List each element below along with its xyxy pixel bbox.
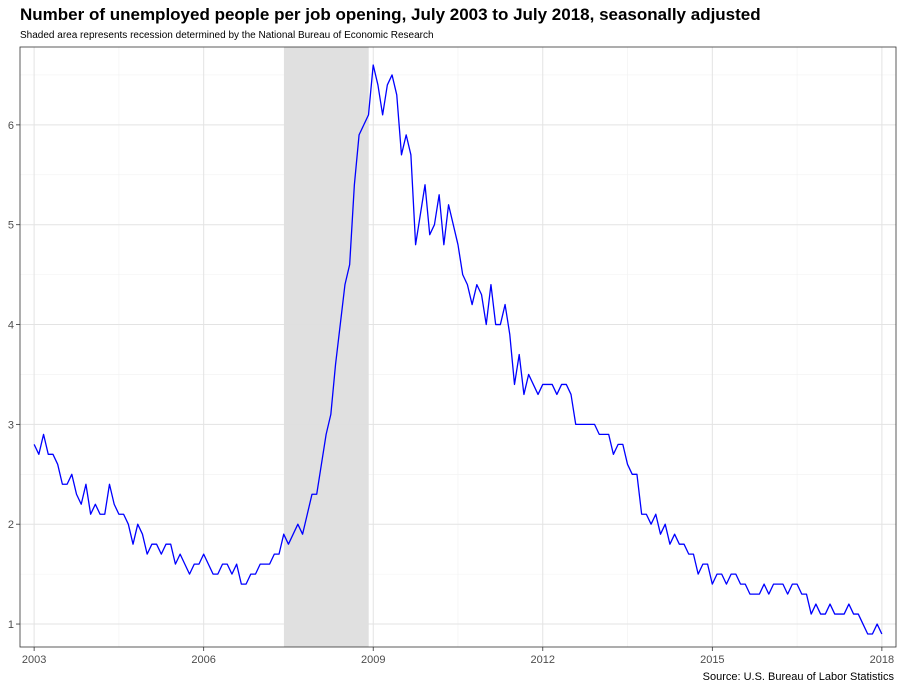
chart-title: Number of unemployed people per job open…	[20, 5, 761, 24]
x-tick-label: 2006	[191, 654, 215, 666]
chart-subtitle: Shaded area represents recession determi…	[20, 30, 434, 41]
y-tick-label: 6	[8, 120, 14, 132]
source-caption: Source: U.S. Bureau of Labor Statistics	[702, 671, 894, 683]
series-layer	[33, 64, 883, 635]
y-axis: 1 2 3 4 5 6	[8, 120, 20, 631]
x-tick-label: 2003	[22, 654, 46, 666]
x-tick-label: 2015	[700, 654, 724, 666]
x-tick-label: 2009	[361, 654, 385, 666]
recession-layer	[283, 47, 369, 647]
x-tick-label: 2012	[531, 654, 555, 666]
x-axis: 2003 2006 2009 2012 2015 2018	[22, 647, 894, 666]
minor-gridlines	[20, 47, 896, 647]
y-tick-label: 2	[8, 519, 14, 531]
y-tick-label: 3	[8, 419, 14, 431]
y-tick-label: 5	[8, 220, 14, 232]
y-tick-label: 1	[8, 619, 14, 631]
recession-shade	[283, 47, 369, 647]
panel-border-layer	[19, 46, 897, 648]
major-gridlines	[20, 47, 896, 647]
y-tick-label: 4	[8, 320, 14, 332]
series-line	[33, 64, 883, 635]
x-tick-label: 2018	[870, 654, 894, 666]
panel-border	[19, 46, 897, 648]
